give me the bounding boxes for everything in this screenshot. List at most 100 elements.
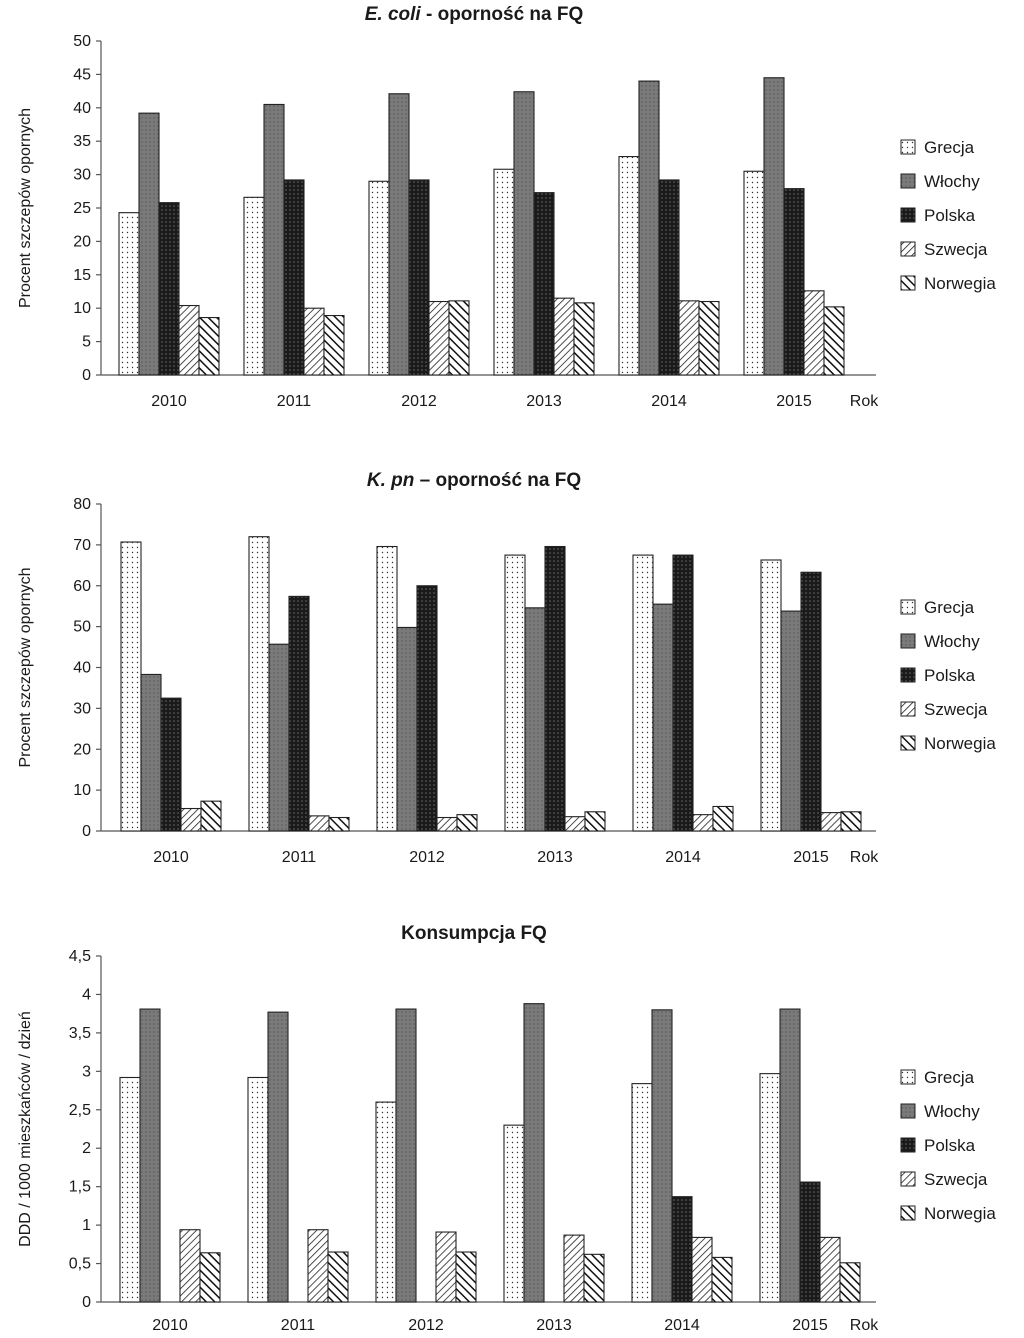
y-tick-label: 2,5 bbox=[69, 1102, 91, 1119]
legend-label-polska: Polska bbox=[924, 206, 976, 225]
bar-polska-2015 bbox=[799, 1181, 821, 1303]
bar-szwecja-2010 bbox=[179, 1229, 201, 1303]
bar-grecja-2012 bbox=[375, 1101, 397, 1303]
legend-swatch-szwecja bbox=[900, 1171, 916, 1187]
x-tick-label: 2012 bbox=[409, 849, 445, 866]
x-tick-label: 2013 bbox=[537, 849, 573, 866]
legend-swatch-norwegia bbox=[900, 735, 916, 751]
y-tick-label: 15 bbox=[73, 267, 91, 284]
legend-swatch-norwegia bbox=[900, 1205, 916, 1221]
y-tick-label: 50 bbox=[73, 33, 91, 50]
y-tick-label: 5 bbox=[82, 334, 91, 351]
y-tick-label: 1 bbox=[82, 1217, 91, 1234]
bar-szwecja-2014 bbox=[691, 1236, 713, 1303]
y-tick-label: 40 bbox=[73, 660, 91, 677]
bar-szwecja-2013 bbox=[563, 1234, 585, 1303]
bar-w-ochy-2012 bbox=[395, 1008, 417, 1303]
bar-w-ochy-2010 bbox=[138, 112, 160, 376]
y-tick-label: 1,5 bbox=[69, 1179, 91, 1196]
y-axis-label: DDD / 1000 mieszkańców / dzień bbox=[17, 1011, 34, 1247]
legend-swatch-polska bbox=[900, 207, 916, 223]
y-axis-label: Procent szczepów opornych bbox=[17, 567, 34, 767]
bar-grecja-2010 bbox=[120, 541, 142, 832]
bar-w-ochy-2014 bbox=[652, 603, 674, 832]
y-tick-label: 0 bbox=[82, 367, 91, 384]
legend-label-grecja: Grecja bbox=[924, 1068, 975, 1087]
y-tick-label: 80 bbox=[73, 496, 91, 513]
x-tick-label: 2011 bbox=[282, 849, 317, 866]
legend-swatch-szwecja bbox=[900, 701, 916, 717]
chart-title-text: – oporność na FQ bbox=[414, 470, 581, 491]
chart-title-text: - oporność na FQ bbox=[421, 4, 584, 25]
bar-polska-2013 bbox=[544, 545, 566, 832]
bar-polska-2012 bbox=[416, 585, 438, 832]
bar-w-ochy-2012 bbox=[396, 626, 418, 832]
bar-szwecja-2011 bbox=[303, 307, 325, 376]
bar-grecja-2010 bbox=[119, 1076, 141, 1303]
y-tick-label: 2 bbox=[82, 1140, 91, 1157]
x-axis-label: Rok bbox=[850, 1317, 879, 1334]
y-tick-label: 0 bbox=[82, 823, 91, 840]
chart-panel-consumption: Konsumpcja FQ DDD / 1000 mieszkańców / dz… bbox=[0, 910, 1024, 1338]
x-tick-label: 2011 bbox=[277, 393, 312, 410]
y-tick-label: 0 bbox=[82, 1294, 91, 1311]
legend-label-norwegia: Norwegia bbox=[924, 734, 996, 753]
bar-norwegia-2011 bbox=[327, 1251, 349, 1303]
bar-w-ochy-2013 bbox=[523, 1003, 545, 1303]
y-tick-label: 30 bbox=[73, 700, 91, 717]
bar-polska-2015 bbox=[800, 571, 822, 832]
bar-w-ochy-2014 bbox=[638, 80, 660, 376]
bar-szwecja-2010 bbox=[178, 304, 200, 376]
bar-w-ochy-2011 bbox=[267, 1011, 289, 1303]
bar-polska-2013 bbox=[533, 192, 555, 376]
y-tick-label: 10 bbox=[73, 300, 91, 317]
bar-szwecja-2011 bbox=[308, 815, 330, 832]
x-tick-label: 2013 bbox=[536, 1317, 572, 1334]
bar-w-ochy-2011 bbox=[263, 103, 285, 376]
bar-szwecja-2014 bbox=[692, 814, 714, 832]
bar-polska-2012 bbox=[408, 179, 430, 376]
bar-norwegia-2014 bbox=[711, 1256, 733, 1303]
bar-szwecja-2015 bbox=[819, 1236, 841, 1303]
bar-grecja-2011 bbox=[247, 1076, 269, 1303]
y-tick-label: 10 bbox=[73, 782, 91, 799]
legend-label-norwegia: Norwegia bbox=[924, 1204, 996, 1223]
y-tick-label: 25 bbox=[73, 200, 91, 217]
bar-szwecja-2015 bbox=[820, 812, 842, 832]
x-axis-label: Rok bbox=[850, 393, 879, 410]
bar-szwecja-2011 bbox=[307, 1229, 329, 1303]
legend-label-szwecja: Szwecja bbox=[924, 240, 988, 259]
y-tick-label: 3 bbox=[82, 1063, 91, 1080]
legend-swatch-grecja bbox=[900, 1069, 916, 1085]
x-tick-label: 2014 bbox=[651, 393, 687, 410]
bar-szwecja-2013 bbox=[553, 297, 575, 376]
bar-norwegia-2010 bbox=[200, 800, 222, 832]
bar-norwegia-2010 bbox=[198, 317, 220, 376]
y-tick-label: 0,5 bbox=[69, 1256, 91, 1273]
x-tick-label: 2014 bbox=[664, 1317, 700, 1334]
bar-grecja-2013 bbox=[503, 1124, 525, 1303]
y-tick-label: 40 bbox=[73, 100, 91, 117]
bar-grecja-2015 bbox=[760, 559, 782, 832]
y-tick-label: 60 bbox=[73, 578, 91, 595]
bar-w-ochy-2015 bbox=[780, 610, 802, 832]
legend-swatch-w-ochy bbox=[900, 1103, 916, 1119]
y-tick-label: 45 bbox=[73, 66, 91, 83]
bar-norwegia-2012 bbox=[456, 814, 478, 832]
bar-grecja-2012 bbox=[376, 545, 398, 832]
bar-grecja-2015 bbox=[759, 1073, 781, 1303]
bar-norwegia-2013 bbox=[573, 302, 595, 376]
bar-grecja-2014 bbox=[618, 156, 640, 376]
chart-title: E. coli - oporność na FQ bbox=[365, 4, 584, 25]
y-tick-label: 20 bbox=[73, 233, 91, 250]
y-tick-label: 20 bbox=[73, 741, 91, 758]
bar-norwegia-2014 bbox=[698, 300, 720, 376]
bar-szwecja-2014 bbox=[678, 300, 700, 376]
legend-swatch-szwecja bbox=[900, 241, 916, 257]
bar-grecja-2015 bbox=[743, 170, 765, 376]
legend-swatch-norwegia bbox=[900, 275, 916, 291]
y-tick-label: 4 bbox=[82, 986, 91, 1003]
chart-kpn-resistance: K. pn – oporność na FQ Procent szczepów o… bbox=[17, 470, 996, 866]
bar-grecja-2014 bbox=[632, 554, 654, 832]
y-tick-label: 70 bbox=[73, 537, 91, 554]
